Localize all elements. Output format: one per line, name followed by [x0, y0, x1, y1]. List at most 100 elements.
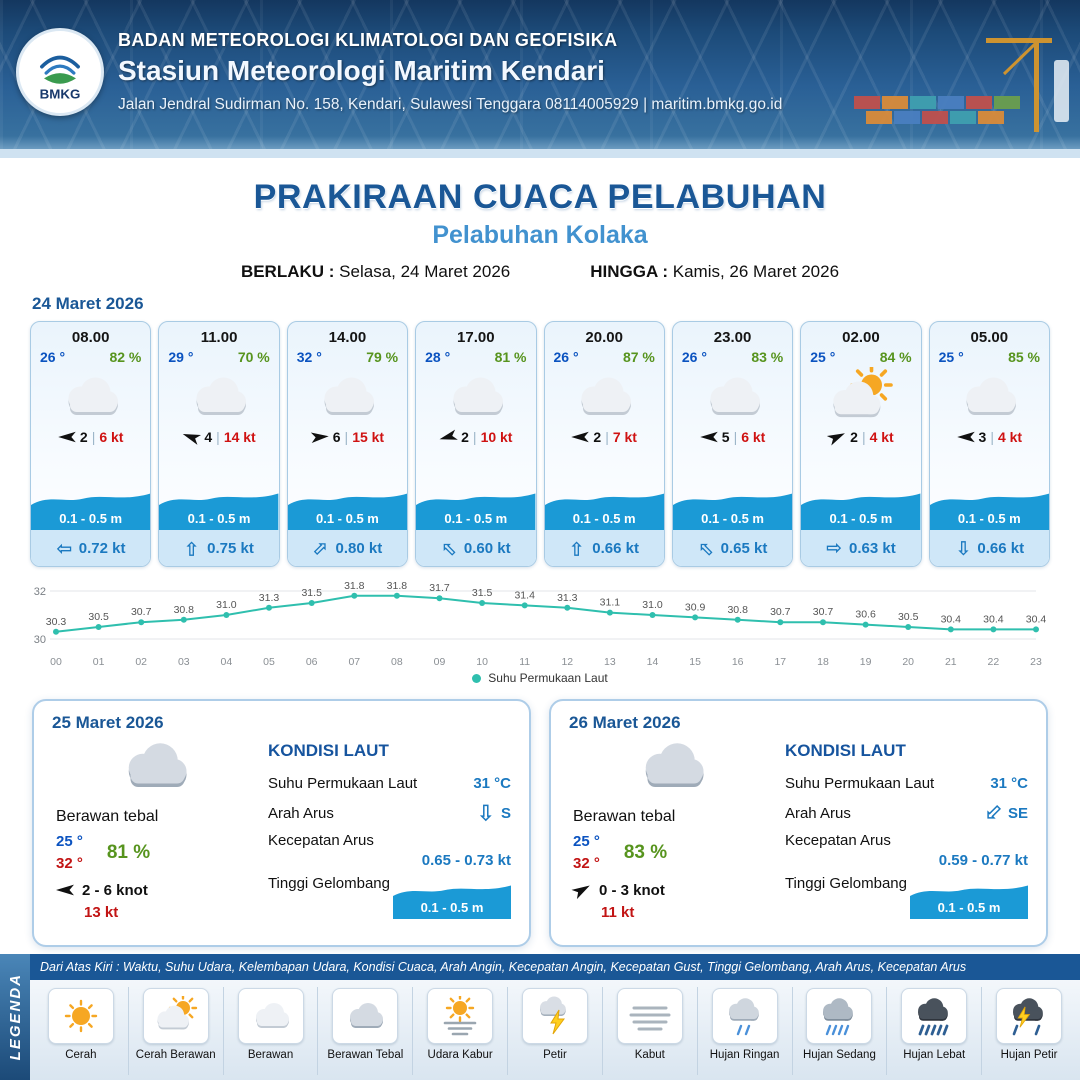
- svg-text:03: 03: [178, 656, 190, 668]
- humidity: 70 %: [237, 349, 270, 365]
- legend-item: Kabut: [603, 987, 698, 1075]
- wave-icon: [31, 493, 151, 530]
- svg-text:20: 20: [902, 656, 914, 668]
- wind-direction-icon: [310, 429, 329, 445]
- air-temperature: 28 °: [425, 349, 451, 365]
- forecast-time: 17.00: [457, 329, 495, 346]
- header: BMKG BADAN METEOROLOGI KLIMATOLOGI DAN G…: [0, 0, 1080, 158]
- wind-row: 6 | 15 kt: [310, 429, 384, 445]
- legend-item-label: Berawan: [247, 1049, 294, 1061]
- current-row: ⇨ 0.66 kt: [929, 530, 1049, 566]
- legend-item: Hujan Petir: [982, 987, 1076, 1075]
- wind-row: 2 | 6 kt: [58, 429, 123, 445]
- forecast-card: 14.00 32 ° 79 % 6 | 15 kt 0.1 - 0.5 m ⇨ 0.80 kt: [286, 321, 409, 567]
- humidity: 81 %: [494, 349, 527, 365]
- wave-icon: [287, 493, 408, 530]
- svg-text:30.4: 30.4: [983, 613, 1004, 625]
- svg-text:30.5: 30.5: [898, 611, 919, 623]
- wind-range: 0 - 3 knot: [599, 881, 665, 899]
- wind-row: 4 | 14 kt: [182, 429, 256, 445]
- humidity: 85 %: [1008, 349, 1040, 365]
- svg-text:32: 32: [34, 586, 46, 598]
- rain-light-icon: [711, 988, 778, 1044]
- svg-text:31.4: 31.4: [514, 589, 535, 601]
- forecast-time: 11.00: [200, 329, 238, 346]
- weather-icon-cloud-thick: [630, 731, 714, 806]
- humidity: 87 %: [622, 349, 655, 365]
- agency-name: BADAN METEOROLOGI KLIMATOLOGI DAN GEOFIS…: [118, 30, 618, 50]
- hourly-forecast-section: 24 Maret 2026 08.00 26 ° 82 % 2 | 6 kt 0.1 - 0…: [30, 294, 1050, 567]
- legend-item: Hujan Ringan: [698, 987, 793, 1075]
- wind-speed: 4: [204, 429, 213, 445]
- wave-height-band: 0.1 - 0.5 m: [31, 482, 151, 530]
- temp-max: 32 °: [56, 854, 83, 872]
- wave-height-badge: 0.1 - 0.5 m: [393, 875, 511, 919]
- kondisi-laut-title: KONDISI LAUT: [784, 741, 906, 760]
- weather-icon-cloud: [568, 367, 640, 427]
- wave-height-band: 0.1 - 0.5 m: [159, 482, 279, 530]
- divider: |: [472, 429, 477, 445]
- svg-text:30.7: 30.7: [131, 606, 152, 618]
- wind-direction-icon: [571, 430, 590, 444]
- legend-item: Berawan Tebal: [318, 987, 414, 1075]
- rain-thunder-icon: [996, 988, 1063, 1044]
- weather-icon-cloud: [55, 367, 127, 427]
- rain-medium-icon: [806, 988, 873, 1044]
- legend-item-label: Hujan Lebat: [903, 1049, 966, 1061]
- chart-legend-label: Suhu Permukaan Laut: [488, 671, 608, 685]
- temp-humidity-block: 25 ° 32 ° 81 %: [56, 831, 150, 875]
- current-direction-icon: ⇨: [951, 540, 973, 556]
- gust-speed: 10 kt: [480, 429, 513, 445]
- svg-text:09: 09: [434, 656, 446, 668]
- gust-speed: 4 kt: [869, 429, 894, 445]
- current-direction-icon: ⇨: [692, 534, 719, 562]
- humidity: 82 %: [109, 349, 142, 365]
- current-speed: 0.72 kt: [78, 539, 126, 557]
- air-temperature: 29 °: [168, 349, 194, 365]
- temp-humidity-block: 25 ° 32 ° 83 %: [573, 831, 667, 875]
- cloud-thick-icon: [332, 988, 399, 1044]
- wind-direction-icon: [571, 879, 594, 900]
- bmkg-logo-text: BMKG: [40, 87, 81, 102]
- forecast-card: 02.00 25 ° 84 % 2 | 4 kt 0.1 - 0.5 m ⇨ 0.63 kt: [800, 321, 922, 567]
- air-temperature: 26 °: [681, 349, 707, 365]
- wind-direction-icon: [826, 427, 848, 447]
- wave-height-band: 0.1 - 0.5 m: [929, 482, 1049, 530]
- humidity: 79 %: [366, 349, 399, 365]
- wave-height: 0.1 - 0.5 m: [59, 511, 123, 526]
- current-direction-icon: ⇨: [977, 797, 1009, 829]
- legend-item-label: Hujan Ringan: [709, 1049, 780, 1061]
- current-row: ⇨ 0.75 kt: [159, 530, 279, 566]
- current-speed: 0.63 kt: [849, 539, 896, 557]
- forecast-cards-row: 08.00 26 ° 82 % 2 | 6 kt 0.1 - 0.5 m ⇨ 0.72 kt 11…: [30, 321, 1050, 567]
- legend-item-label: Hujan Petir: [1000, 1049, 1058, 1061]
- current-row: ⇨ 0.66 kt: [544, 530, 664, 566]
- humidity: 83 %: [623, 841, 668, 863]
- svg-text:31.5: 31.5: [301, 587, 322, 599]
- air-temperature: 26 °: [553, 349, 579, 365]
- legend-item-label: Berawan Tebal: [327, 1049, 404, 1061]
- forecast-card: 17.00 28 ° 81 % 2 | 10 kt 0.1 - 0.5 m ⇨ 0.60 kt: [415, 321, 537, 567]
- humidity: 84 %: [879, 349, 912, 365]
- temp-humidity-row: 28 ° 81 %: [416, 349, 535, 365]
- weather-icon-cloud-thick: [113, 731, 197, 806]
- legend-item-label: Cerah Berawan: [135, 1049, 216, 1061]
- wave-height-band: 0.1 - 0.5 m: [672, 482, 793, 530]
- thunder-icon: [521, 988, 588, 1044]
- forecast-time: 23.00: [713, 329, 752, 346]
- bmkg-logo: BMKG: [16, 28, 104, 116]
- legend-item-label: Udara Kabur: [427, 1049, 493, 1061]
- cloud-icon: [237, 988, 304, 1044]
- temp-humidity-row: 25 ° 84 %: [801, 349, 920, 365]
- wave-height-band: 0.1 - 0.5 m: [544, 482, 664, 530]
- divider: |: [605, 429, 609, 445]
- weather-icon-cloud: [311, 367, 383, 427]
- wave-height-band: 0.1 - 0.5 m: [801, 482, 921, 530]
- current-row: ⇨ 0.60 kt: [416, 530, 536, 566]
- wind-row: 0 - 3 knot: [571, 879, 665, 900]
- wave-icon: [929, 493, 1049, 530]
- wind-direction-icon: [956, 430, 975, 444]
- svg-text:31.3: 31.3: [557, 592, 578, 604]
- temp-humidity-row: 26 ° 82 %: [31, 349, 150, 365]
- svg-text:17: 17: [774, 656, 786, 668]
